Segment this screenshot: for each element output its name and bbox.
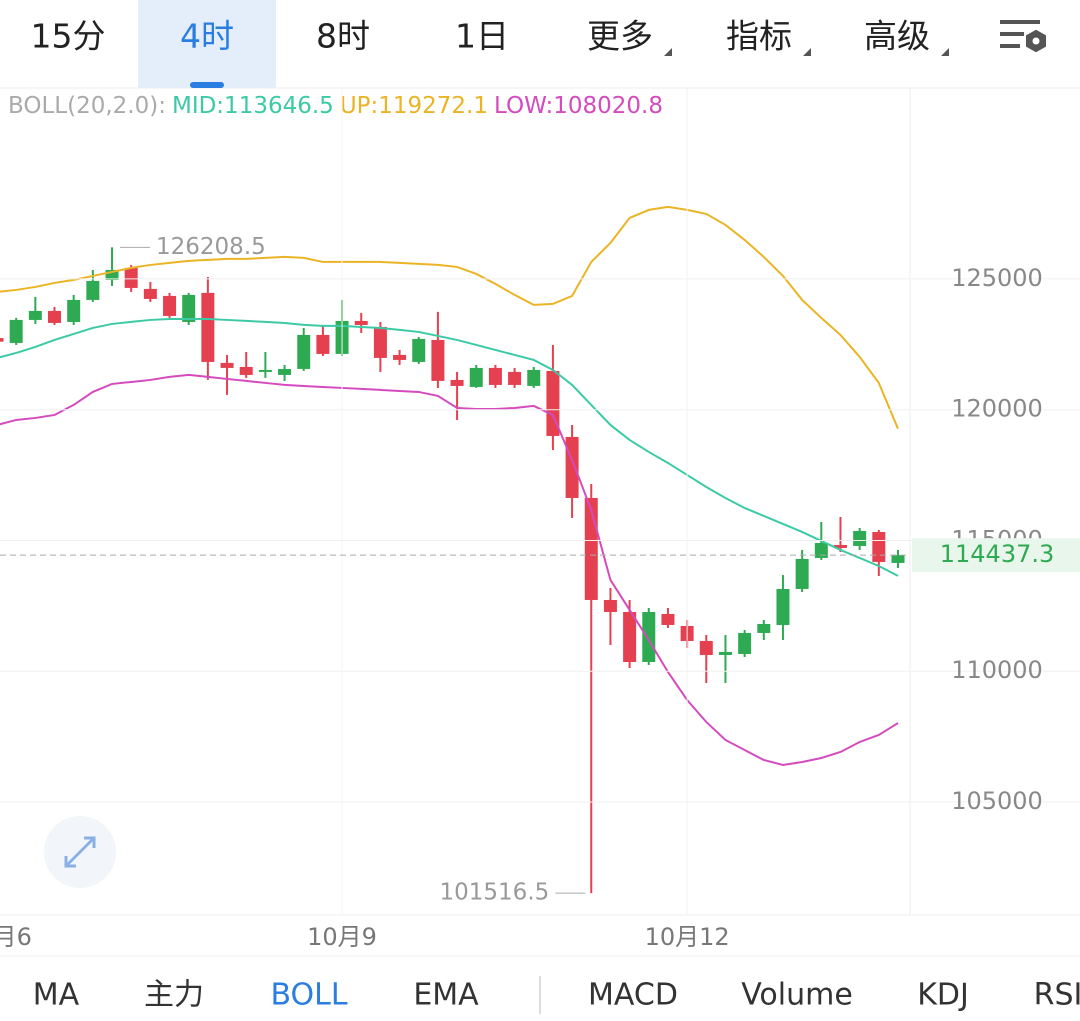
dropdown-arrow <box>664 48 672 56</box>
dropdown-arrow <box>941 48 949 56</box>
candle-body <box>28 310 42 320</box>
bollinger-line <box>0 317 899 577</box>
time-tab[interactable]: 1日 <box>455 17 509 56</box>
active-tab-bg <box>138 0 276 88</box>
candle-body <box>833 544 847 548</box>
candle-body <box>86 280 100 300</box>
x-tick-label: 10月9 <box>307 923 377 951</box>
bollinger-line <box>0 205 899 430</box>
active-tab-indicator <box>190 82 224 88</box>
time-tab[interactable]: 高级 <box>864 17 930 56</box>
high-label: 126208.5 <box>156 234 266 260</box>
x-tick-label: 10月12 <box>645 923 730 951</box>
indicator-name: BOLL(20,2.0): <box>8 93 166 119</box>
y-tick-label: 110000 <box>951 656 1043 684</box>
current-price: 114437.3 <box>940 540 1055 568</box>
time-tab[interactable]: 指标 <box>726 17 792 56</box>
candle-body <box>565 436 579 498</box>
candle-body <box>143 288 157 299</box>
indicator-tab[interactable]: MACD <box>588 978 678 1013</box>
dropdown-arrow <box>803 48 811 56</box>
settings-icon[interactable] <box>1000 20 1046 53</box>
indicator-tab[interactable]: RSI <box>1034 978 1080 1013</box>
candle-body <box>450 379 464 386</box>
candle-body <box>718 651 732 655</box>
indicator-tab[interactable]: BOLL <box>270 978 347 1013</box>
candle-body <box>431 339 445 381</box>
candle-body <box>258 369 272 372</box>
y-tick-label: 120000 <box>951 395 1043 423</box>
time-tab[interactable]: 更多 <box>587 17 653 56</box>
indicator-tab[interactable]: EMA <box>413 978 479 1013</box>
candle-body <box>124 267 138 288</box>
candle-body <box>699 640 713 655</box>
price-tag <box>912 538 1080 573</box>
candle-body <box>201 292 215 362</box>
candle-body <box>661 613 675 625</box>
candle-body <box>278 368 292 375</box>
expand-button[interactable] <box>44 816 116 888</box>
y-tick-label: 125000 <box>951 264 1043 292</box>
candle-body <box>623 611 637 662</box>
candle-body <box>316 334 330 354</box>
low-label: 101516.5 <box>440 880 550 906</box>
candle-body <box>872 531 886 562</box>
candle-body <box>354 320 368 325</box>
indicator-header: BOLL(20,2.0): MID:113646.5 UP:119272.1 LOW:… <box>8 93 663 119</box>
candle-body <box>9 319 23 343</box>
candle-body <box>67 299 81 322</box>
candle-body <box>297 334 311 369</box>
candle-body <box>642 611 656 662</box>
indicator-tab[interactable]: MA <box>33 978 80 1013</box>
time-tab[interactable]: 15分 <box>31 17 106 56</box>
candle-body <box>0 338 4 342</box>
candle-body <box>603 599 617 612</box>
candle-body <box>508 371 522 385</box>
indicator-tab[interactable]: Volume <box>741 978 853 1013</box>
candle-body <box>239 366 253 375</box>
candle-body <box>776 588 790 625</box>
candle-body <box>163 295 177 316</box>
indicator-value: UP:119272.1 <box>340 93 488 119</box>
candle-body <box>527 369 541 386</box>
candle-body <box>853 530 867 546</box>
bollinger-line <box>0 373 899 766</box>
candle-body <box>469 367 483 387</box>
candle-body <box>412 338 426 362</box>
candle-body <box>814 542 828 558</box>
indicator-value: MID:113646.5 <box>172 93 334 119</box>
indicator-tab[interactable]: 主力 <box>144 978 204 1013</box>
candle-body <box>738 632 752 654</box>
candle-body <box>48 310 62 323</box>
x-tick-label: 10月6 <box>0 923 32 951</box>
candle-body <box>105 269 119 280</box>
indicator-value: LOW:108020.8 <box>494 93 663 119</box>
candle-body <box>393 354 407 360</box>
candle-body <box>182 294 196 322</box>
time-tab[interactable]: 8时 <box>316 17 370 56</box>
candle-body <box>795 558 809 589</box>
candle-body <box>757 623 771 633</box>
candle-body <box>373 326 387 358</box>
candle-body <box>546 370 560 436</box>
plot-area <box>0 205 905 894</box>
time-tab[interactable]: 4时 <box>180 17 234 56</box>
y-tick-label: 105000 <box>951 787 1043 815</box>
indicator-tab[interactable]: KDJ <box>917 978 969 1013</box>
candle-body <box>891 555 905 563</box>
candle-body <box>220 362 234 368</box>
candle-body <box>488 367 502 385</box>
